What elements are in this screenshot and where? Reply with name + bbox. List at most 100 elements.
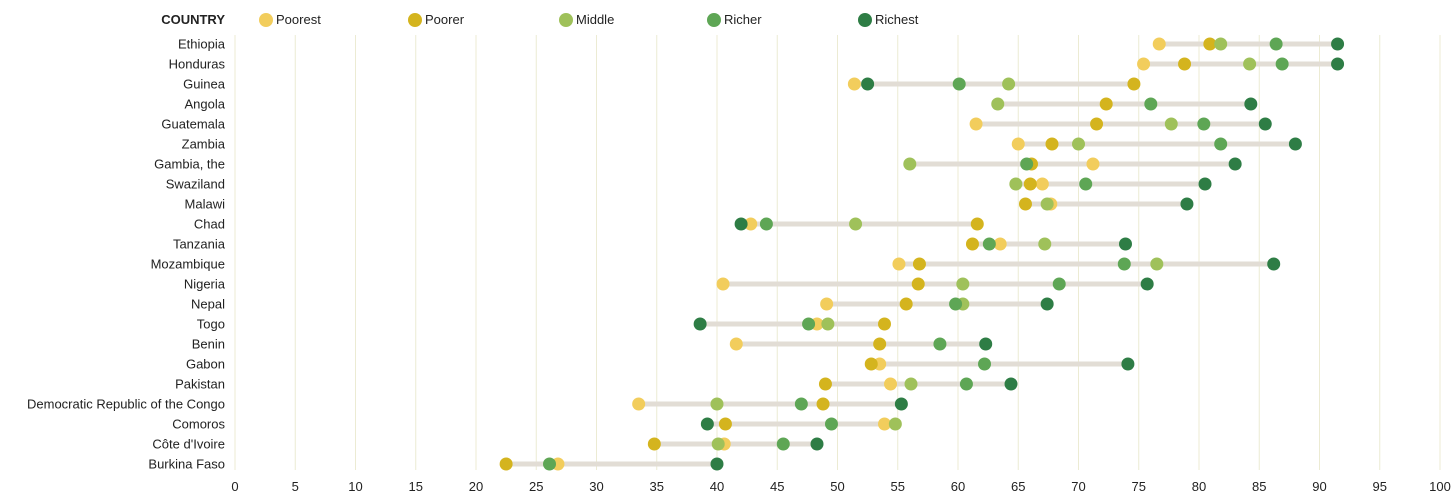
country-label: Pakistan (175, 377, 225, 392)
x-tick-label: 75 (1132, 479, 1146, 494)
legend-marker-poorer (408, 13, 422, 27)
dot-poorest (884, 377, 898, 391)
x-tick-label: 60 (951, 479, 965, 494)
country-label: Burkina Faso (148, 457, 225, 472)
dot-richer (1117, 257, 1131, 271)
legend-marker-richest (858, 13, 872, 27)
dot-middle (711, 437, 725, 451)
dot-richest (1121, 357, 1135, 371)
country-row: Ethiopia (178, 37, 1345, 52)
dot-richer (543, 457, 557, 471)
dot-poorer (718, 417, 732, 431)
dot-middle (1038, 237, 1052, 251)
country-label: Côte d'Ivoire (152, 437, 225, 452)
x-tick-label: 5 (292, 479, 299, 494)
dot-poorer (499, 457, 513, 471)
dot-richest (1198, 177, 1212, 191)
dot-middle (1214, 37, 1228, 51)
dot-richest (1331, 37, 1345, 51)
dot-richest (1228, 157, 1242, 171)
country-row: Guinea (183, 77, 1141, 92)
dot-richer (1269, 37, 1283, 51)
country-row: Tanzania (173, 237, 1132, 252)
country-row: Gabon (186, 357, 1135, 372)
dot-poorer (864, 357, 878, 371)
dot-poorest (892, 257, 906, 271)
dot-richer (802, 317, 816, 331)
dot-poorest (820, 297, 834, 311)
country-label: Benin (192, 337, 225, 352)
dot-richest (861, 77, 875, 91)
dot-middle (956, 277, 970, 291)
dot-middle (1009, 177, 1023, 191)
dot-poorest (1011, 137, 1025, 151)
x-tick-label: 55 (891, 479, 905, 494)
dot-richer (982, 237, 996, 251)
x-tick-label: 10 (348, 479, 362, 494)
country-row: Chad (194, 217, 984, 232)
dot-poorer (911, 277, 925, 291)
country-label: Tanzania (173, 237, 226, 252)
legend-label: Poorest (276, 12, 321, 27)
x-tick-label: 15 (409, 479, 423, 494)
dot-richest (1040, 297, 1054, 311)
dot-richest (979, 337, 993, 351)
dot-poorest (744, 217, 758, 231)
dot-richest (710, 457, 724, 471)
dot-richest (1180, 197, 1194, 211)
dot-richest (1288, 137, 1302, 151)
x-tick-label: 65 (1011, 479, 1025, 494)
dot-richer (1197, 117, 1211, 131)
dot-middle (991, 97, 1005, 111)
dot-middle (904, 377, 918, 391)
country-row: Democratic Republic of the Congo (27, 397, 908, 412)
legend-label: Richer (724, 12, 762, 27)
x-tick-label: 70 (1071, 479, 1085, 494)
dot-poorer (912, 257, 926, 271)
dot-richer (959, 377, 973, 391)
dot-richer (1079, 177, 1093, 191)
dot-richest (1118, 237, 1132, 251)
dot-poorer (818, 377, 832, 391)
dot-poorest (1086, 157, 1100, 171)
dot-richer (949, 297, 963, 311)
dot-poorest (1035, 177, 1049, 191)
dot-middle (1002, 77, 1016, 91)
x-tick-label: 35 (650, 479, 664, 494)
country-row: Malawi (185, 197, 1194, 212)
country-label: Nepal (191, 297, 225, 312)
legend-label: Richest (875, 12, 919, 27)
dot-richest (810, 437, 824, 451)
dot-poorer (1045, 137, 1059, 151)
country-label: Gambia, the (154, 157, 225, 172)
dot-middle (1164, 117, 1178, 131)
country-row: Côte d'Ivoire (152, 437, 824, 452)
country-label: Guatemala (161, 117, 225, 132)
country-label: Comoros (172, 417, 225, 432)
dot-richest (693, 317, 707, 331)
dot-middle (1243, 57, 1257, 71)
dot-poorer (1099, 97, 1113, 111)
country-row: Angola (185, 97, 1258, 112)
country-row: Zambia (182, 137, 1302, 152)
grid-lines (234, 35, 1441, 470)
country-label: Angola (185, 97, 226, 112)
dot-poorer (1178, 57, 1192, 71)
x-tick-label: 20 (469, 479, 483, 494)
country-row: Benin (192, 337, 993, 352)
dot-poorest (847, 77, 861, 91)
x-axis: 0 5 10 15 20 25 30 35 40 45 50 55 60 65 70 75 80 85 90 95 10… (231, 479, 1450, 494)
dot-poorest (877, 417, 891, 431)
dot-middle (1150, 257, 1164, 271)
x-tick-label: 25 (529, 479, 543, 494)
dot-richer (824, 417, 838, 431)
dot-poorer (899, 297, 913, 311)
country-row: Honduras (169, 57, 1345, 72)
dot-richer (1275, 57, 1289, 71)
country-label: Togo (197, 317, 225, 332)
country-rows: Ethiopia Honduras Guinea Angola Guatemala Zam… (27, 37, 1345, 472)
dot-middle (1040, 197, 1054, 211)
legend-marker-middle (559, 13, 573, 27)
dot-richer (952, 77, 966, 91)
country-label: Nigeria (184, 277, 226, 292)
